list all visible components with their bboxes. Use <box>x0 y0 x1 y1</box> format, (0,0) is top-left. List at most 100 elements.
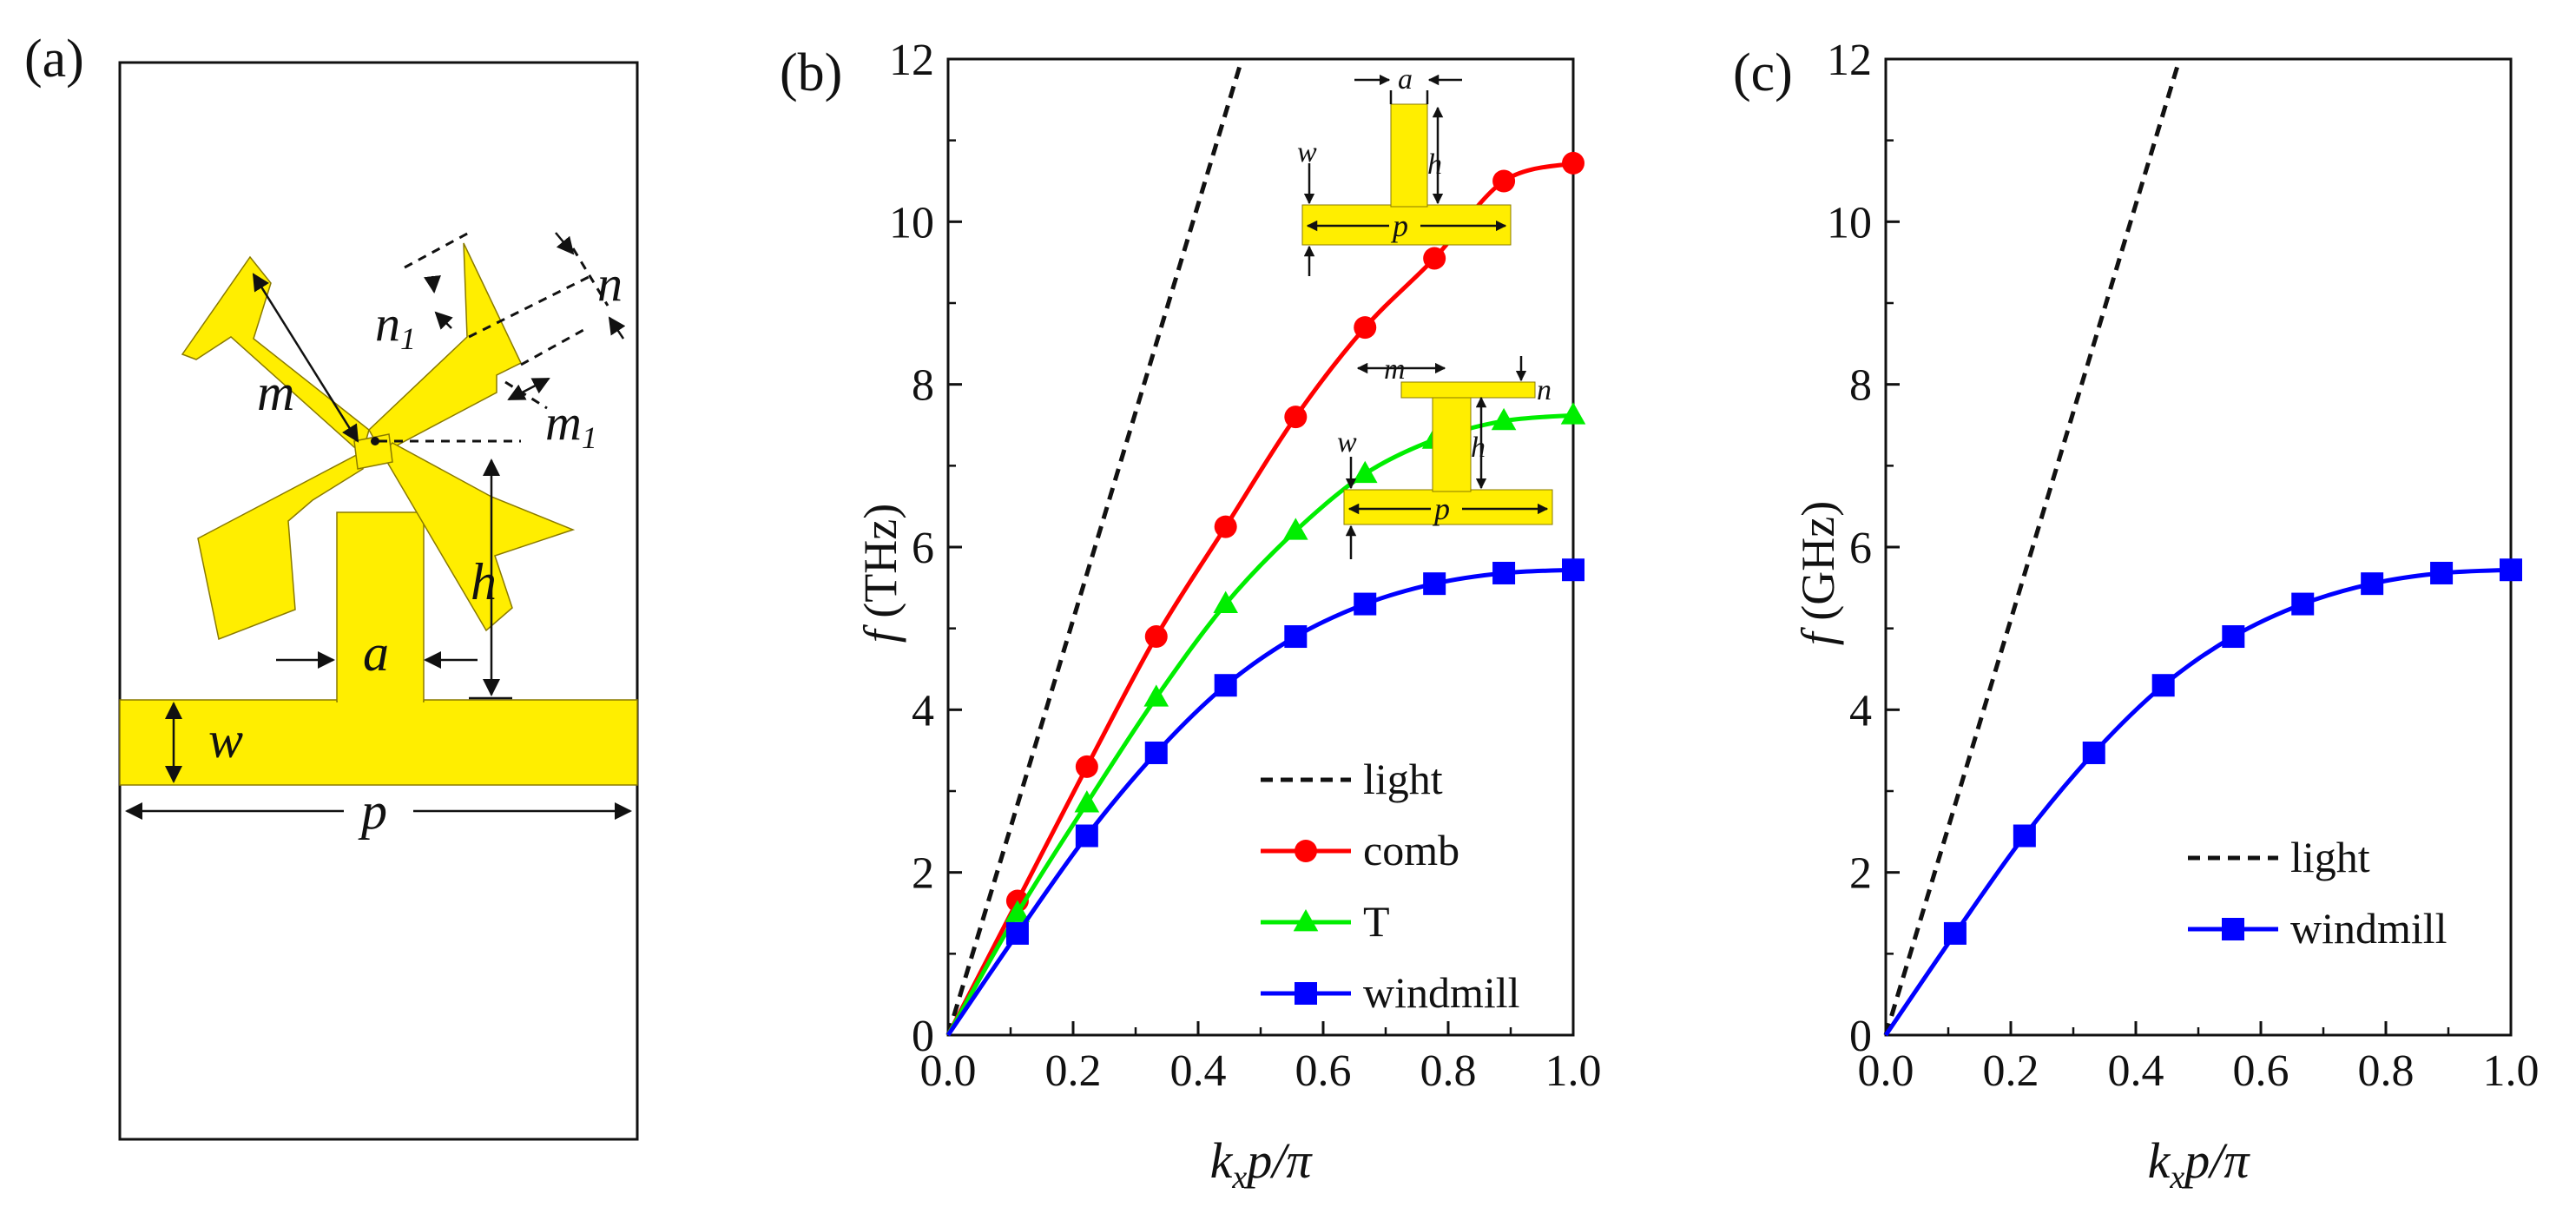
dim-h: h <box>471 553 497 610</box>
plot-c-legend: light windmill <box>2188 833 2448 953</box>
inset-t-h: h <box>1427 148 1442 181</box>
inset-comb-n: n <box>1537 374 1552 406</box>
series-t-point <box>1283 518 1308 540</box>
series-windmill-point <box>1144 741 1168 764</box>
y-tick-label: 2 <box>1849 849 1872 899</box>
y-tick-label: 4 <box>912 686 934 736</box>
y-tick-label: 4 <box>1849 686 1872 736</box>
series-t-point <box>1074 790 1100 813</box>
x-tick-label: 0.6 <box>2233 1046 2289 1096</box>
inset-t-a: a <box>1398 63 1413 96</box>
legend-windmill-label: windmill <box>1363 968 1520 1017</box>
legend-t-label: T <box>1363 897 1390 946</box>
series-windmill-point <box>2013 824 2036 848</box>
x-tick-label: 0.2 <box>1983 1046 2039 1096</box>
metal-strip <box>119 699 638 786</box>
series-comb-point <box>1214 515 1237 538</box>
series-t-point <box>1213 590 1238 613</box>
inset-t-p: p <box>1390 208 1408 243</box>
series-windmill-point <box>2151 674 2175 697</box>
inset-comb-m: m <box>1384 353 1406 386</box>
series-windmill-point <box>1005 921 1029 945</box>
plot-b-ylabel: f (THz) <box>854 504 906 643</box>
stem <box>336 511 425 703</box>
series-comb-point <box>1492 169 1516 193</box>
series-windmill-point <box>2291 592 2315 616</box>
legend-windmill-label: windmill <box>2290 904 2448 953</box>
y-tick-label: 8 <box>912 361 934 411</box>
series-windmill-point <box>1943 921 1967 945</box>
y-tick-label: 6 <box>1849 524 1872 573</box>
series-windmill-point <box>1214 674 1237 697</box>
dim-m1: m1 <box>545 394 597 455</box>
dim-p: p <box>358 782 387 840</box>
legend-light-label: light <box>1363 755 1443 803</box>
series-windmill-point <box>2430 561 2454 584</box>
x-tick-label: 1.0 <box>1545 1046 1602 1096</box>
plot-c-ticks: 0.0 0.2 0.4 0.6 0.8 1.0 0 2 4 6 8 10 12 <box>1827 36 2540 1096</box>
panel-c-label: (c) <box>1733 43 1793 102</box>
dim-a: a <box>363 624 389 682</box>
series-windmill-line <box>945 567 1574 1037</box>
x-tick-label: 0.8 <box>1420 1046 1477 1096</box>
series-t-point <box>1143 684 1169 707</box>
plot-c-xlabel: kxp/π <box>2148 1132 2251 1196</box>
series-windmill-point <box>1562 558 1584 582</box>
dim-n: n <box>597 255 623 312</box>
series-light-line <box>945 58 1244 1036</box>
legend-comb-marker <box>1295 840 1317 862</box>
y-tick-label: 6 <box>912 524 934 573</box>
plot-c-frame <box>1884 57 2513 1037</box>
panel-a-label: (a) <box>24 30 84 89</box>
dim-n1: n1 <box>375 295 416 356</box>
series-comb-point <box>1562 151 1584 175</box>
inset-comb-h: h <box>1471 432 1486 464</box>
series-t-point <box>1352 460 1378 484</box>
y-tick-label: 0 <box>912 1012 934 1061</box>
plot-b-ticks: 0.0 0.2 0.4 0.6 0.8 1.0 0 2 4 6 8 10 12 <box>889 36 1602 1096</box>
series-windmill-point <box>1423 572 1446 596</box>
series-windmill-point <box>1492 561 1516 584</box>
series-comb-line <box>945 161 1574 1037</box>
series-comb-point <box>1284 406 1308 429</box>
y-tick-label: 2 <box>912 849 934 899</box>
x-tick-label: 0.0 <box>920 1046 977 1096</box>
y-tick-label: 12 <box>1827 36 1872 85</box>
series-windmill-point <box>2361 572 2384 596</box>
panel-a: (a) m <box>24 30 639 1141</box>
inset-comb-w: w <box>1337 426 1357 458</box>
legend-t-marker <box>1293 909 1319 932</box>
y-tick-label: 10 <box>1827 198 1872 247</box>
inset-t-structure: a h w p <box>1297 63 1512 276</box>
x-tick-label: 0.8 <box>2358 1046 2415 1096</box>
series-windmill-point <box>1075 824 1098 848</box>
series-t-point <box>1491 407 1517 431</box>
series-windmill-point <box>1354 592 1377 616</box>
x-tick-label: 0.6 <box>1295 1046 1352 1096</box>
series-t-point <box>1560 402 1586 425</box>
x-tick-label: 0.2 <box>1045 1046 1102 1096</box>
series-light-line <box>1883 58 2182 1036</box>
dim-m: m <box>257 364 294 421</box>
legend-light-label: light <box>2290 833 2370 881</box>
series-comb-point <box>1144 625 1168 649</box>
series-windmill-point <box>2500 558 2522 582</box>
dim-m-arrow <box>252 273 359 443</box>
x-tick-label: 0.4 <box>1170 1046 1227 1096</box>
dim-w: w <box>208 711 243 769</box>
series-windmill-point <box>2082 741 2105 764</box>
series-t-point <box>1005 900 1031 922</box>
panel-b-label: (b) <box>780 43 842 102</box>
legend-windmill-marker <box>2222 918 2244 940</box>
inset-comb-structure: m n h w p <box>1337 353 1553 559</box>
plot-c-series <box>1883 58 2522 1037</box>
series-windmill-point <box>2222 625 2245 649</box>
series-comb-point <box>1354 316 1377 340</box>
series-windmill-point <box>1284 625 1308 649</box>
x-tick-label: 1.0 <box>2483 1046 2540 1096</box>
plot-b-xlabel: kxp/π <box>1210 1132 1314 1196</box>
series-windmill-line <box>1883 567 2512 1037</box>
